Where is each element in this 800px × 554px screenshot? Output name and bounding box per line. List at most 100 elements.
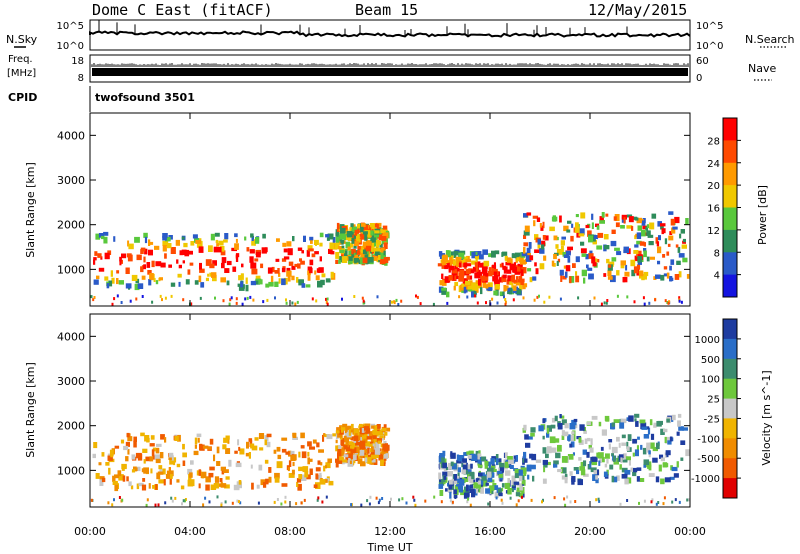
heatmap-cell — [176, 259, 179, 264]
heatmap-cell — [471, 479, 476, 483]
heatmap-cell — [639, 478, 645, 482]
heatmap-cell — [504, 302, 507, 306]
heatmap-cell — [480, 487, 484, 494]
heatmap-cell — [490, 458, 495, 465]
heatmap-cell — [488, 253, 491, 258]
heatmap-cell — [535, 268, 539, 275]
heatmap-cell — [281, 258, 287, 262]
colorbar-swatch — [723, 338, 737, 360]
heatmap-cell — [666, 301, 669, 304]
heatmap-cell — [636, 476, 640, 482]
heatmap-cell — [462, 458, 467, 463]
heatmap-cell — [549, 436, 556, 444]
heatmap-cell — [210, 233, 215, 241]
heatmap-cell — [614, 214, 620, 221]
heatmap-cell — [523, 259, 527, 263]
heatmap-cell — [643, 248, 647, 252]
heatmap-cell — [597, 497, 600, 501]
heatmap-cell — [510, 258, 513, 266]
heatmap-cell — [303, 498, 306, 502]
heatmap-cell — [576, 469, 580, 475]
heatmap-cell — [507, 456, 513, 462]
heatmap-cell — [131, 469, 136, 473]
heatmap-cell — [474, 272, 480, 279]
velocity-y-axis-label: Slant Range [km] — [24, 362, 37, 458]
heatmap-cell — [338, 260, 341, 264]
heatmap-cell — [298, 466, 304, 472]
heatmap-cell — [362, 301, 365, 305]
heatmap-cell — [165, 474, 171, 479]
heatmap-cell — [450, 461, 454, 467]
heatmap-cell — [643, 434, 650, 439]
heatmap-cell — [526, 247, 531, 254]
heatmap-cell — [538, 425, 544, 432]
heatmap-cell — [316, 442, 320, 448]
heatmap-cell — [367, 447, 370, 454]
heatmap-cell — [296, 300, 299, 304]
heatmap-cell — [495, 496, 498, 500]
heatmap-cell — [180, 485, 185, 490]
heatmap-cell — [401, 497, 404, 501]
heatmap-cell — [155, 447, 160, 454]
heatmap-cell — [267, 267, 273, 274]
heatmap-cell — [498, 277, 503, 283]
heatmap-cell — [508, 459, 514, 465]
heatmap-cell — [598, 460, 601, 466]
heatmap-cell — [285, 451, 290, 455]
heatmap-cell — [185, 279, 190, 285]
heatmap-cell — [651, 213, 657, 219]
heatmap-cell — [227, 439, 230, 444]
heatmap-cell — [350, 452, 354, 460]
heatmap-cell — [623, 249, 627, 253]
heatmap-cell — [480, 472, 485, 478]
heatmap-cell — [161, 298, 163, 302]
heatmap-cell — [170, 294, 173, 298]
heatmap-cell — [661, 228, 666, 234]
heatmap-cell — [512, 289, 518, 294]
heatmap-cell — [414, 503, 417, 507]
heatmap-cell — [372, 429, 375, 435]
heatmap-cell — [604, 463, 608, 468]
y-tick-label: 2000 — [57, 219, 85, 232]
heatmap-cell — [171, 455, 174, 461]
heatmap-cell — [149, 443, 155, 447]
heatmap-cell — [650, 500, 653, 504]
heatmap-cell — [116, 270, 120, 274]
heatmap-cell — [149, 456, 154, 462]
heatmap-cell — [229, 298, 232, 302]
heatmap-cell — [481, 456, 487, 461]
heatmap-cell — [646, 224, 650, 229]
heatmap-cell — [454, 496, 457, 499]
heatmap-cell — [337, 432, 343, 438]
heatmap-cell — [175, 239, 180, 246]
heatmap-cell — [511, 283, 514, 289]
heatmap-cell — [554, 438, 560, 443]
heatmap-cell — [595, 475, 598, 480]
heatmap-cell — [656, 442, 660, 450]
heatmap-cell — [337, 449, 342, 456]
heatmap-cell — [546, 425, 552, 432]
heatmap-cell — [373, 256, 378, 261]
heatmap-cell — [381, 428, 387, 432]
heatmap-cell — [110, 270, 113, 277]
heatmap-cell — [181, 236, 185, 240]
heatmap-cell — [584, 438, 588, 444]
heatmap-cell — [556, 236, 559, 241]
heatmap-cell — [666, 272, 670, 279]
heatmap-cell — [643, 275, 647, 280]
heatmap-cell — [634, 418, 637, 422]
heatmap-cell — [189, 262, 194, 266]
heatmap-cell — [616, 436, 620, 442]
heatmap-cell — [599, 216, 604, 221]
heatmap-cell — [532, 215, 539, 219]
heatmap-cell — [630, 467, 634, 472]
heatmap-cell — [645, 226, 649, 231]
cpid-label: CPID — [8, 91, 37, 104]
heatmap-cell — [660, 225, 664, 230]
heatmap-cell — [224, 500, 227, 504]
heatmap-cell — [587, 267, 593, 271]
heatmap-cell — [335, 430, 340, 434]
heatmap-cell — [523, 424, 527, 431]
heatmap-cell — [162, 468, 166, 475]
heatmap-cell — [631, 216, 638, 220]
